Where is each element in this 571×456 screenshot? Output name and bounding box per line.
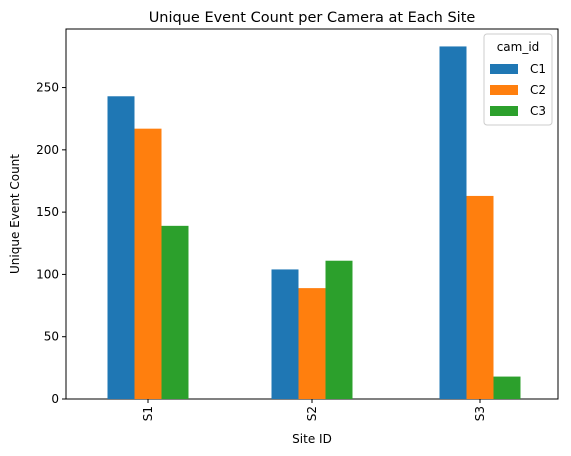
bar-s2-c2 — [298, 288, 326, 399]
y-tick-label: 100 — [36, 267, 59, 281]
legend-label-c2: C2 — [530, 83, 546, 97]
bar-s1-c2 — [134, 128, 162, 399]
bar-s2-c1 — [271, 269, 299, 399]
bar-s3-c1 — [439, 46, 467, 400]
y-tick-label: 150 — [36, 205, 59, 219]
y-tick-label: 0 — [51, 392, 59, 406]
bars-group — [107, 46, 521, 400]
y-axis-label: Unique Event Count — [8, 154, 22, 274]
plot-area: 0 50 100 150 200 250 S1 S2 S3 — [36, 28, 559, 421]
x-axis: S1 S2 S3 — [141, 399, 487, 421]
bar-s1-c1 — [107, 96, 135, 399]
y-axis: 0 50 100 150 200 250 — [36, 81, 66, 406]
y-tick-label: 200 — [36, 143, 59, 157]
y-tick-label: 250 — [36, 81, 59, 95]
x-axis-label: Site ID — [292, 432, 332, 446]
legend-swatch-c3 — [490, 106, 518, 116]
bar-s3-c2 — [466, 195, 494, 399]
bar-s2-c3 — [325, 260, 353, 399]
legend-box — [483, 33, 553, 126]
x-tick-label-s1: S1 — [141, 406, 155, 421]
legend-label-c1: C1 — [530, 62, 546, 76]
legend-label-c3: C3 — [530, 104, 546, 118]
y-tick-label: 50 — [44, 330, 59, 344]
legend-swatch-c1 — [490, 64, 518, 74]
legend-swatch-c2 — [490, 85, 518, 95]
legend: cam_id C1 C2 C3 — [483, 33, 553, 126]
bar-s3-c3 — [493, 376, 521, 399]
bar-s1-c3 — [161, 225, 189, 399]
x-tick-label-s3: S3 — [473, 406, 487, 421]
chart-title: Unique Event Count per Camera at Each Si… — [149, 10, 476, 26]
legend-items: C1 C2 C3 — [490, 62, 546, 118]
legend-title: cam_id — [497, 40, 540, 54]
x-tick-label-s2: S2 — [305, 406, 319, 421]
